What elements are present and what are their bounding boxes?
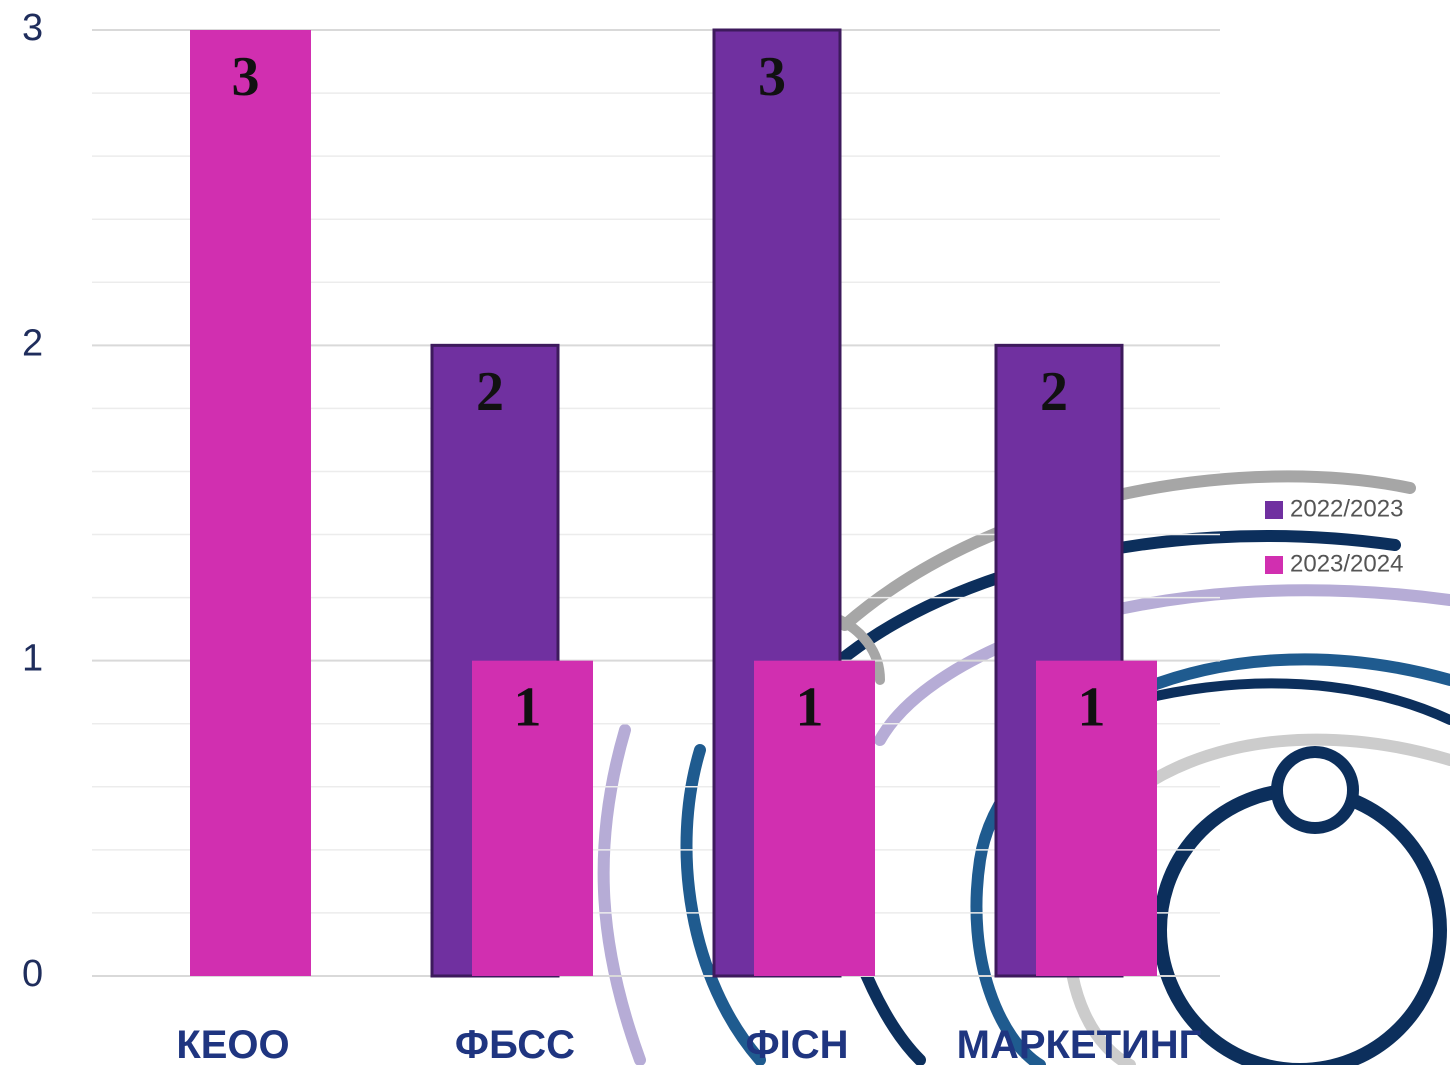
- x-tick-label: ФБСС: [455, 1023, 575, 1065]
- y-tick-label: 3: [22, 7, 43, 49]
- bar: [472, 660, 593, 976]
- bar: [754, 660, 875, 976]
- x-tick-label: КЕОО: [176, 1023, 289, 1065]
- x-tick-label: ФІСН: [745, 1023, 848, 1065]
- value-label: 1: [796, 677, 824, 739]
- value-label: 3: [758, 46, 786, 108]
- legend-swatch: [1265, 556, 1283, 574]
- bar: [1036, 660, 1157, 976]
- value-label: 1: [1078, 677, 1106, 739]
- value-label: 1: [514, 677, 542, 739]
- bar: [190, 30, 311, 976]
- legend-label: 2022/2023: [1290, 495, 1403, 522]
- value-label: 2: [476, 361, 504, 423]
- x-tick-label: МАРКЕТИНГ: [957, 1023, 1202, 1065]
- legend-swatch: [1265, 501, 1283, 519]
- value-label: 3: [232, 46, 260, 108]
- y-tick-label: 1: [22, 638, 43, 680]
- legend-label: 2023/2024: [1290, 550, 1403, 577]
- value-label: 2: [1040, 361, 1068, 423]
- y-tick-label: 2: [22, 322, 43, 364]
- y-tick-label: 0: [22, 953, 43, 995]
